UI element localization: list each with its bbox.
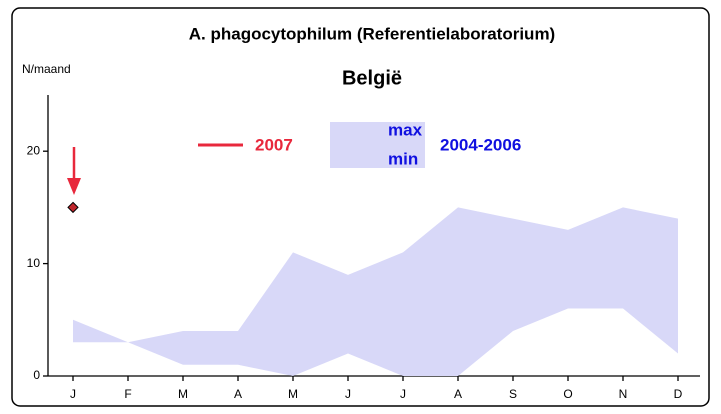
legend-min: min <box>388 149 418 168</box>
point-marker <box>67 201 79 214</box>
x-tick-label: M <box>178 387 188 401</box>
x-tick-label: A <box>454 387 462 401</box>
arrow-head <box>67 178 81 195</box>
chart-title: A. phagocytophilum (Referentielaboratori… <box>189 24 555 43</box>
y-tick-label: 0 <box>33 368 40 382</box>
x-tick-label: D <box>674 387 683 401</box>
legend-label: 2004-2006 <box>440 135 521 154</box>
y-tick-label: 10 <box>27 256 41 270</box>
x-tick-label: N <box>619 387 628 401</box>
x-tick-label: O <box>563 387 572 401</box>
legend-label: 2007 <box>255 135 293 154</box>
x-tick-label: J <box>400 387 406 401</box>
legend-max: max <box>388 120 423 139</box>
x-tick-label: S <box>509 387 517 401</box>
x-tick-label: A <box>234 387 242 401</box>
legend: 2007 max min 2004-2006 <box>198 120 521 168</box>
legend-swatch <box>330 122 425 168</box>
band-area <box>73 207 678 376</box>
x-tick-label: J <box>70 387 76 401</box>
chart-subtitle: België <box>342 67 402 89</box>
y-axis-label: N/maand <box>22 62 71 76</box>
x-tick-label: M <box>288 387 298 401</box>
y-tick-label: 20 <box>27 143 41 157</box>
x-tick-label: J <box>345 387 351 401</box>
plot: 0 10 20 J F M A M J J A S O N D <box>27 95 700 401</box>
x-tick-label: F <box>124 387 131 401</box>
